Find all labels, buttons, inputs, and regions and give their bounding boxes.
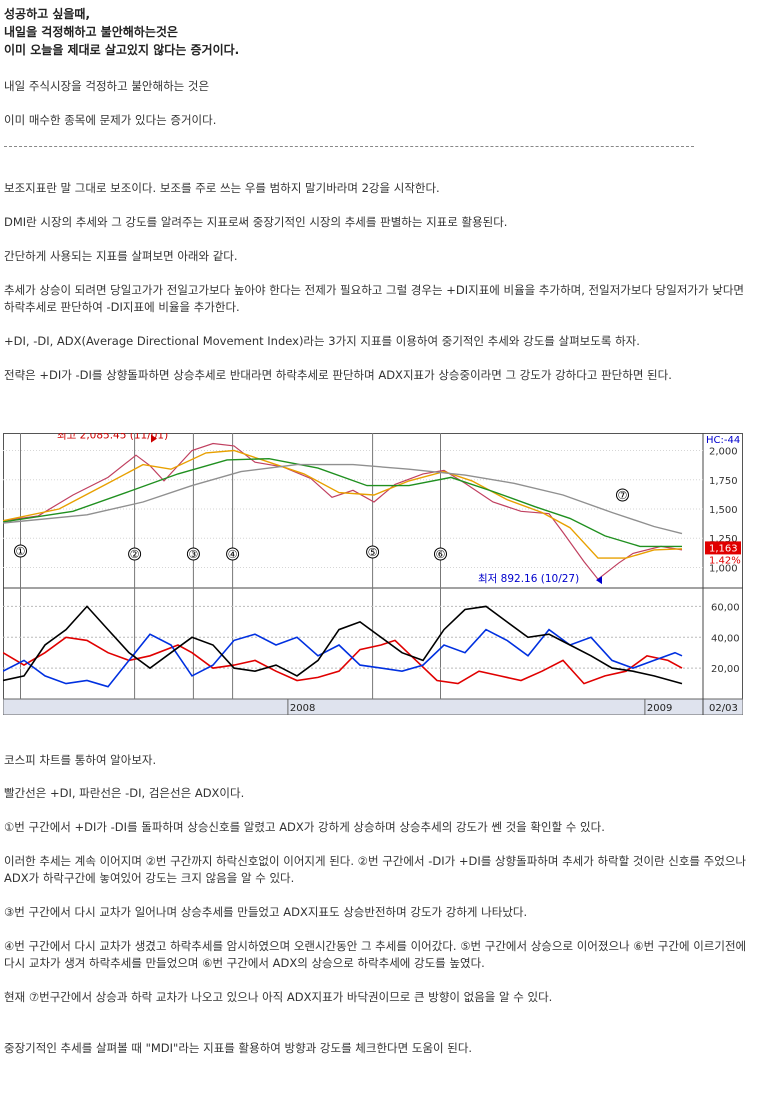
section-marker bbox=[14, 544, 27, 558]
low-arrow bbox=[596, 576, 602, 585]
price-series-line bbox=[2, 463, 683, 535]
section-marker bbox=[226, 547, 240, 561]
price-tick-label: 1,000 bbox=[709, 563, 738, 574]
section-marker-label: ② bbox=[130, 548, 140, 561]
body-paragraph: DMI란 시장의 추세와 그 강도를 알려주는 지표로써 중장기적인 시장의 추… bbox=[4, 215, 508, 229]
after-paragraph: ①번 구간에서 +DI가 -DI를 돌파하며 상승신호를 알렸고 ADX가 강하… bbox=[4, 820, 605, 834]
after-paragraph: ④번 구간에서 다시 교차가 생겼고 하락추세를 암시하였으며 오랜시간동안 그… bbox=[4, 939, 747, 970]
after-paragraph: 빨간선은 +DI, 파란선은 -DI, 검은선은 ADX이다. bbox=[4, 786, 245, 800]
body-paragraph: 보조지표란 말 그대로 보조이다. 보조를 주로 쓰는 우를 범하지 말기바라며… bbox=[4, 181, 440, 195]
section-marker-label: ⑦ bbox=[618, 489, 628, 502]
x-tick-label: 2008 bbox=[290, 703, 315, 714]
intro-line: 이미 매수한 종목에 문제가 있다는 증거이다. bbox=[4, 113, 217, 127]
section-marker-label: ⑥ bbox=[436, 548, 446, 561]
section-marker bbox=[616, 488, 629, 502]
price-box-label: 1,163 bbox=[709, 543, 738, 554]
price-series-line bbox=[2, 442, 683, 581]
after-paragraph: 현재 ⑦번구간에서 상승과 하락 교차가 나오고 있으나 아직 ADX지표가 바… bbox=[4, 990, 553, 1004]
body-paragraph: +DI, -DI, ADX(Average Directional Moveme… bbox=[4, 334, 640, 348]
section-marker-label: ③ bbox=[188, 548, 198, 561]
dmi-series-line bbox=[2, 628, 683, 688]
price-tick-label: 1,500 bbox=[709, 505, 738, 516]
dmi-series-line bbox=[2, 605, 683, 685]
body-paragraph: 간단하게 사용되는 지표를 살펴보면 아래와 같다. bbox=[4, 249, 238, 263]
price-series-line bbox=[2, 457, 682, 548]
section-marker bbox=[366, 545, 380, 559]
kospi-chart: 2,000 1,750 1,500 1,250 1,000 HC:-44 1,163 1.42… bbox=[2, 430, 744, 716]
section-marker-label: ⑤ bbox=[368, 546, 378, 559]
low-annotation: 최저 892.16 (10/27) bbox=[478, 573, 579, 585]
headline-line: 성공하고 싶을때, bbox=[4, 7, 91, 21]
section-marker bbox=[434, 547, 447, 561]
after-paragraph: 코스피 차트를 통하여 알아보자. bbox=[4, 753, 157, 767]
after-paragraph: 중장기적인 추세를 살펴볼 때 "MDI"라는 지표를 활용하여 방향과 강도를… bbox=[4, 1041, 473, 1055]
after-paragraph: 이러한 추세는 계속 이어지며 ②번 구간까지 하락신호없이 이어지게 된다. … bbox=[4, 854, 746, 885]
dmi-series-line bbox=[2, 636, 683, 685]
high-annotation: 최고 2,085.45 (11/01) bbox=[57, 433, 168, 442]
dmi-tick-label: 40,00 bbox=[711, 633, 740, 644]
dmi-tick-label: 60,00 bbox=[711, 602, 740, 613]
x-axis-band bbox=[2, 698, 744, 716]
x-tick-label: 2009 bbox=[647, 703, 672, 714]
section-marker bbox=[128, 547, 142, 561]
kospi-chart-svg: 2,000 1,750 1,500 1,250 1,000 HC:-44 1,1631.42… bbox=[2, 430, 744, 716]
headline-line: 내일을 걱정해하고 불안해하는것은 bbox=[4, 25, 178, 39]
x-end-label: 02/03 bbox=[709, 703, 738, 714]
intro-line: 내일 주식시장을 걱정하고 불안해하는 것은 bbox=[4, 79, 210, 93]
dmi-tick-label: 20,00 bbox=[711, 664, 740, 675]
section-marker-label: ① bbox=[16, 545, 26, 558]
dashed-divider bbox=[4, 146, 694, 147]
after-paragraph: ③번 구간에서 다시 교차가 일어나며 상승추세를 만들었고 ADX지표도 상승… bbox=[4, 905, 528, 919]
high-arrow bbox=[151, 434, 157, 443]
price-pct-label: 1.42% bbox=[709, 555, 741, 566]
price-tick-label: 2,000 bbox=[709, 447, 738, 458]
price-box bbox=[705, 541, 741, 555]
section-marker bbox=[186, 547, 200, 561]
price-tick-label: 1,750 bbox=[709, 476, 738, 487]
hc-label: HC:-44 bbox=[706, 435, 740, 446]
section-marker-label: ④ bbox=[228, 548, 238, 561]
headline-line: 이미 오늘을 제대로 살고있지 않다는 증거이다. bbox=[4, 43, 240, 57]
body-paragraph: 추세가 상승이 되려면 당일고가가 전일고가보다 높아야 한다는 전제가 필요하… bbox=[4, 283, 744, 314]
price-tick-label: 1,250 bbox=[709, 534, 738, 545]
price-series-line bbox=[2, 449, 683, 559]
body-paragraph: 전략은 +DI가 -DI를 상향돌파하면 상승추세로 반대라면 하락추세로 판단… bbox=[4, 368, 672, 382]
